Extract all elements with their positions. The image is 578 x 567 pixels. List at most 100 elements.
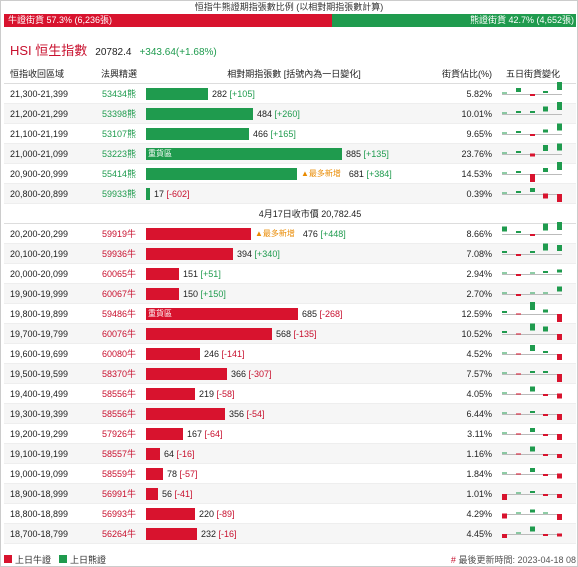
row-code-link[interactable]: 59933熊	[101, 189, 137, 199]
index-name[interactable]: HSI 恒生指數	[10, 43, 88, 58]
table-row[interactable]: 20,200-20,299 59919牛 ▲最多新增 476 [+448] 8.66%	[4, 221, 576, 244]
row-code-link[interactable]: 55414熊	[101, 169, 137, 179]
table-row[interactable]: 19,200-19,299 57926牛 167 [-64] 3.11%	[4, 424, 576, 444]
index-summary: HSI 恒生指數 20782.4 +343.64(+1.68%)	[10, 40, 217, 58]
row-code-link[interactable]: 57926牛	[101, 429, 137, 439]
quantity-bar	[146, 227, 251, 240]
table-row[interactable]: 21,100-21,199 53107熊 466 [+165] 9.65%	[4, 123, 576, 144]
sparkline-bar	[515, 110, 521, 113]
sparkline-bar	[529, 386, 535, 391]
table-row[interactable]: 19,800-19,899 59486牛 重貨區 685 [-268] 12.59%	[4, 301, 576, 324]
sparkline-bar	[543, 393, 549, 396]
row-change: [+165]	[270, 128, 296, 139]
row-quantity-text: 78 [-57]	[167, 469, 198, 479]
row-bar-cell: 568 [-135]	[146, 327, 442, 340]
table-row[interactable]: 19,600-19,699 60080牛 246 [-141] 4.52%	[4, 344, 576, 364]
bull-ratio-segment: 牛證街貨 57.3% (6,236張)	[4, 14, 332, 27]
row-bar-cell: 394 [+340]	[146, 247, 442, 260]
row-code-link[interactable]: 59936牛	[101, 249, 137, 259]
row-change: [-64]	[204, 428, 223, 439]
row-bar-cell: 484 [+260]	[146, 107, 442, 120]
sparkline-baseline	[502, 333, 562, 335]
table-row[interactable]: 18,800-18,899 56993牛 220 [-89] 4.29%	[4, 504, 576, 524]
row-change: [+384]	[366, 168, 392, 179]
sparkline-bar	[543, 309, 549, 312]
sparkline-bar	[557, 193, 562, 202]
sparkline-bar	[543, 167, 549, 172]
row-code-link[interactable]: 60080牛	[101, 349, 137, 359]
quantity-bar	[146, 367, 227, 380]
row-code-link[interactable]: 60065牛	[101, 269, 137, 279]
sparkline-bar	[529, 301, 535, 310]
row-code-link[interactable]: 58557牛	[101, 449, 137, 459]
five-day-sparkline	[502, 465, 562, 483]
quantity-bar: 重貨區	[146, 147, 342, 160]
row-count: 476	[302, 228, 318, 239]
row-range: 19,900-19,999	[10, 288, 69, 299]
table-row[interactable]: 21,000-21,099 53223熊 重貨區 885 [+135] 23.76%	[4, 143, 576, 164]
table-row[interactable]: 18,900-18,999 56991牛 56 [-41] 1.01%	[4, 484, 576, 504]
row-code-link[interactable]: 58370牛	[101, 369, 137, 379]
row-range: 20,900-20,999	[10, 168, 69, 179]
row-code-link[interactable]: 53434熊	[101, 89, 137, 99]
row-spark-cell	[498, 101, 568, 123]
sparkline-bar	[543, 106, 549, 111]
row-quantity-text: 356 [-54]	[229, 409, 265, 419]
five-day-sparkline	[502, 385, 562, 403]
table-row[interactable]: 19,300-19,399 58556牛 356 [-54] 6.44%	[4, 404, 576, 424]
row-count: 17	[154, 188, 165, 199]
row-code-link[interactable]: 56991牛	[101, 489, 137, 499]
table-row[interactable]: 19,700-19,799 60076牛 568 [-135] 10.52%	[4, 323, 576, 344]
row-code-link[interactable]: 59919牛	[101, 229, 137, 239]
row-code-link[interactable]: 58556牛	[101, 409, 137, 419]
sparkline-bar	[557, 286, 562, 291]
table-row[interactable]: 19,000-19,099 58559牛 78 [-57] 1.84%	[4, 464, 576, 484]
sparkline-bar	[529, 173, 535, 182]
table-row[interactable]: 21,200-21,299 53398熊 484 [+260] 10.01%	[4, 101, 576, 124]
row-count: 78	[167, 468, 178, 479]
five-day-sparkline	[502, 301, 562, 323]
row-bar-wrap: ▲最多新增 681 [+384]	[146, 167, 442, 180]
row-code-link[interactable]: 53398熊	[101, 109, 137, 119]
table-row[interactable]: 20,100-20,199 59936牛 394 [+340] 7.08%	[4, 243, 576, 264]
quantity-bar	[146, 507, 195, 520]
table-row[interactable]: 19,900-19,999 60067牛 150 [+150] 2.70%	[4, 284, 576, 304]
sparkline-baseline	[502, 373, 562, 375]
table-row[interactable]: 20,800-20,899 59933熊 17 [-602] 0.39%	[4, 184, 576, 204]
row-change: [-16]	[176, 448, 195, 459]
sparkline-bar	[557, 313, 562, 322]
table-row[interactable]: 19,100-19,199 58557牛 64 [-16] 1.16%	[4, 444, 576, 464]
row-code-link[interactable]: 60076牛	[101, 329, 137, 339]
row-code-link[interactable]: 53107熊	[101, 129, 137, 139]
five-day-sparkline	[502, 445, 562, 463]
table-row[interactable]: 19,400-19,499 58556牛 219 [-58] 4.05%	[4, 384, 576, 404]
table-row[interactable]: 19,500-19,599 58370牛 366 [-307] 7.57%	[4, 364, 576, 384]
row-bar-cell: 246 [-141]	[146, 347, 442, 360]
row-count: 246	[204, 348, 220, 359]
sparkline-bar	[557, 493, 562, 498]
five-day-sparkline	[502, 365, 562, 383]
sparkline-bar	[543, 193, 549, 199]
row-code-link[interactable]: 58556牛	[101, 389, 137, 399]
row-code-link[interactable]: 60067牛	[101, 289, 137, 299]
row-spark-cell	[498, 143, 568, 163]
row-spark-cell	[498, 425, 568, 443]
table-row[interactable]: 18,700-18,799 56264牛 232 [-16] 4.45%	[4, 524, 576, 544]
table-row[interactable]: 21,300-21,399 53434熊 282 [+105] 5.82%	[4, 81, 576, 104]
quantity-bar	[146, 527, 197, 540]
row-change: [-16]	[218, 528, 237, 539]
five-day-sparkline	[502, 265, 562, 283]
row-code-link[interactable]: 53223熊	[101, 149, 137, 159]
table-row[interactable]: 20,900-20,999 55414熊 ▲最多新增 681 [+384] 14.53%	[4, 161, 576, 184]
row-code-link[interactable]: 56993牛	[101, 509, 137, 519]
row-pct: 1.16%	[466, 448, 492, 459]
table-row[interactable]: 20,000-20,099 60065牛 151 [+51] 2.94%	[4, 264, 576, 284]
row-code-link[interactable]: 59486牛	[101, 309, 137, 319]
sparkline-bar	[502, 432, 507, 433]
row-code-link[interactable]: 58559牛	[101, 469, 137, 479]
row-quantity-text: 219 [-58]	[199, 389, 235, 399]
row-bar-wrap: 151 [+51]	[146, 267, 442, 280]
row-quantity-text: 220 [-89]	[199, 509, 235, 519]
five-day-sparkline	[502, 123, 562, 143]
row-code-link[interactable]: 56264牛	[101, 529, 137, 539]
